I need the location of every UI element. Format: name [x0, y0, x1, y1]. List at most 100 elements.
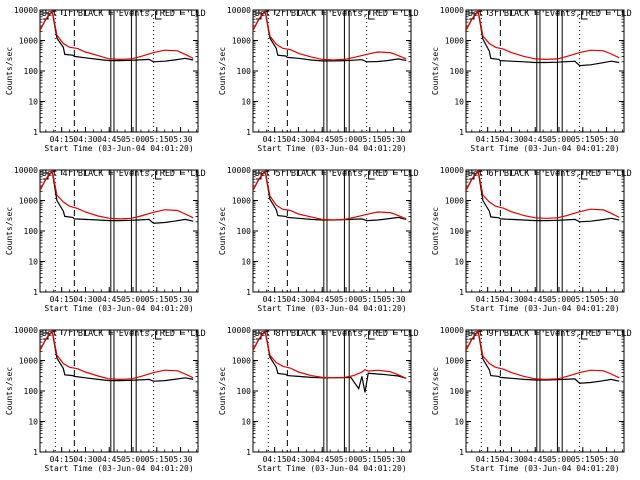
y-tick-label: 1000 [445, 357, 464, 366]
x-tick-label: 05:15 [358, 135, 382, 144]
plot-frame [39, 329, 199, 453]
x-axis-label: Start Time (03-Jun-04 04:01:20) [257, 304, 406, 313]
x-tick-label: 04:15 [476, 295, 500, 304]
corner-bracket-right [368, 11, 375, 20]
x-tick-label: 04:30 [73, 455, 97, 464]
series-line-lld [466, 10, 620, 61]
x-tick-label: 05:00 [334, 455, 358, 464]
y-tick-label: 1000 [232, 197, 251, 206]
x-tick-label: 04:30 [286, 135, 310, 144]
x-tick-label: 04:45 [523, 295, 547, 304]
y-tick-label: 10000 [227, 326, 251, 335]
plot-frame [465, 169, 625, 293]
series-line-events [466, 170, 620, 223]
x-tick-label: 05:00 [121, 135, 145, 144]
x-tick-label: 04:15 [263, 455, 287, 464]
x-axis-label: Start Time (03-Jun-04 04:01:20) [470, 144, 619, 153]
y-tick-label: 1 [459, 448, 464, 457]
plot-frame [465, 329, 625, 453]
y-tick-label: 10000 [14, 166, 38, 175]
y-tick-label: 100 [24, 227, 39, 236]
x-tick-label: 05:30 [382, 455, 406, 464]
y-tick-label: 1000 [232, 357, 251, 366]
x-tick-label: 04:45 [310, 135, 334, 144]
x-tick-label: 04:30 [499, 295, 523, 304]
y-tick-label: 1 [246, 448, 251, 457]
y-tick-label: 10 [241, 98, 251, 107]
x-tick-label: 05:00 [547, 135, 571, 144]
x-tick-label: 04:15 [476, 135, 500, 144]
corner-bracket-right [368, 331, 375, 340]
x-tick-label: 04:45 [97, 135, 121, 144]
x-axis-label: Start Time (03-Jun-04 04:01:20) [44, 144, 193, 153]
y-tick-label: 100 [450, 67, 465, 76]
y-tick-label: 10 [454, 418, 464, 427]
x-tick-label: 04:30 [73, 295, 97, 304]
series-line-lld [40, 330, 194, 381]
x-tick-label: 05:30 [382, 135, 406, 144]
x-tick-label: 04:45 [97, 295, 121, 304]
chart-title: Det 4r BLACK = Events, RED = LLD [42, 169, 206, 179]
y-tick-label: 100 [450, 227, 465, 236]
plot-frame [252, 9, 412, 133]
y-tick-label: 1000 [445, 197, 464, 206]
corner-bracket-right [368, 171, 375, 180]
y-tick-label: 1 [459, 128, 464, 137]
series-line-events [466, 10, 620, 67]
chart-panel-3: Det 3r BLACK = Events, RED = LLD 1 10 100 10… [431, 6, 632, 153]
y-tick-label: 10000 [227, 166, 251, 175]
plot-frame [39, 9, 199, 133]
y-tick-label: 1000 [19, 37, 38, 46]
y-axis-label: Counts/sec [431, 47, 440, 95]
y-tick-label: 10000 [14, 326, 38, 335]
x-axis-label: Start Time (03-Jun-04 04:01:20) [470, 304, 619, 313]
chart-title: Det 7r BLACK = Events, RED = LLD [42, 329, 206, 339]
series-line-lld [466, 170, 620, 219]
chart-title: Det 9r BLACK = Events, RED = LLD [468, 329, 632, 339]
x-tick-label: 05:00 [547, 295, 571, 304]
x-tick-label: 05:15 [145, 455, 169, 464]
corner-bracket-right [581, 11, 588, 20]
x-tick-label: 04:15 [50, 295, 74, 304]
y-tick-label: 100 [450, 387, 465, 396]
x-axis-label: Start Time (03-Jun-04 04:01:20) [470, 464, 619, 473]
x-axis-label: Start Time (03-Jun-04 04:01:20) [257, 144, 406, 153]
chart-panel-1: Det 1r BLACK = Events, RED = LLD 1 10 100 10… [5, 6, 206, 153]
y-tick-label: 10 [241, 418, 251, 427]
x-axis-label: Start Time (03-Jun-04 04:01:20) [257, 464, 406, 473]
plot-frame [39, 169, 199, 293]
series-line-events [40, 10, 194, 63]
y-axis-label: Counts/sec [431, 207, 440, 255]
corner-bracket-right [581, 331, 588, 340]
x-tick-label: 04:15 [50, 135, 74, 144]
y-tick-label: 10 [28, 258, 38, 267]
y-axis-label: Counts/sec [218, 367, 227, 415]
y-axis-label: Counts/sec [5, 207, 14, 255]
plot-frame [465, 9, 625, 133]
y-tick-label: 1 [246, 128, 251, 137]
x-tick-label: 04:15 [263, 135, 287, 144]
y-axis-label: Counts/sec [218, 207, 227, 255]
x-tick-label: 05:30 [169, 455, 193, 464]
chart-panel-9: Det 9r BLACK = Events, RED = LLD 1 10 100 10… [431, 326, 632, 473]
y-tick-label: 10000 [227, 6, 251, 15]
x-tick-label: 05:00 [121, 455, 145, 464]
chart-title: Det 3r BLACK = Events, RED = LLD [468, 9, 632, 19]
y-tick-label: 1 [246, 288, 251, 297]
y-tick-label: 1000 [232, 37, 251, 46]
y-tick-label: 100 [237, 227, 252, 236]
y-tick-label: 10000 [14, 6, 38, 15]
chart-panel-6: Det 6r BLACK = Events, RED = LLD 1 10 100 10… [431, 166, 632, 313]
y-tick-label: 10000 [440, 6, 464, 15]
corner-bracket-right [155, 171, 162, 180]
x-tick-label: 05:15 [571, 135, 595, 144]
x-tick-label: 04:30 [73, 135, 97, 144]
corner-bracket-right [155, 11, 162, 20]
x-tick-label: 04:45 [310, 295, 334, 304]
x-tick-label: 05:15 [145, 295, 169, 304]
series-line-events [253, 10, 407, 63]
x-tick-label: 05:30 [595, 135, 619, 144]
y-tick-label: 1000 [19, 357, 38, 366]
x-tick-label: 04:15 [476, 455, 500, 464]
